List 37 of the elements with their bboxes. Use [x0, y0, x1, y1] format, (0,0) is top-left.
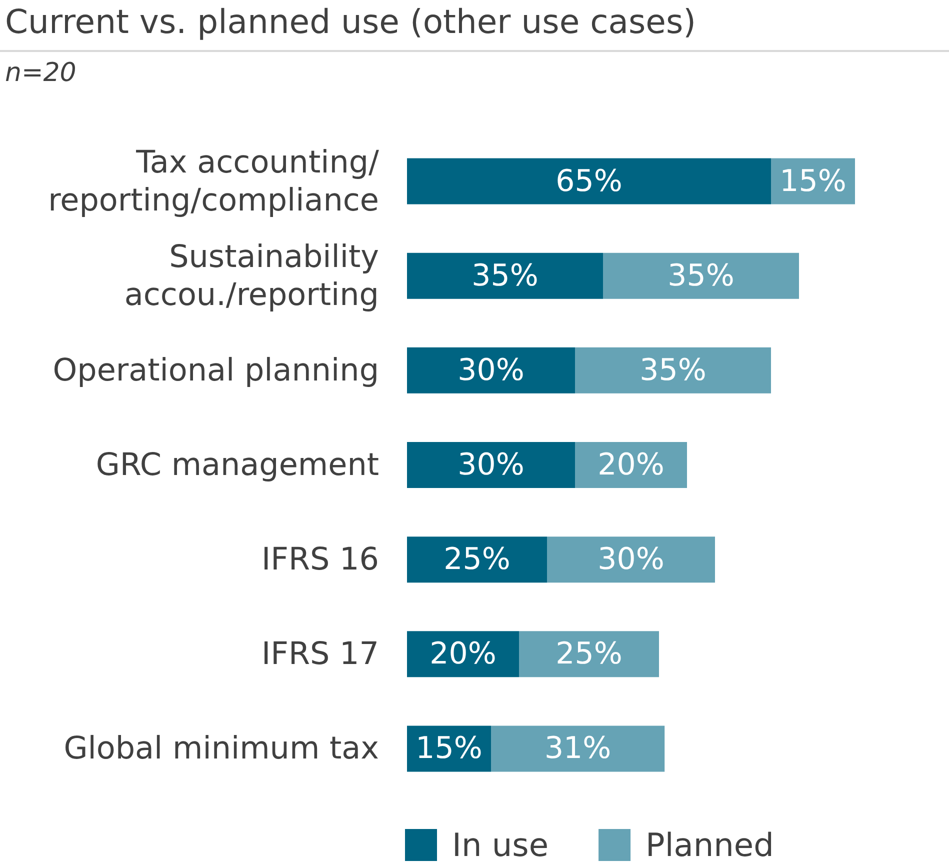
data-label: 35% — [472, 258, 538, 294]
text: n=20 — [5, 58, 76, 88]
data-label: 25% — [444, 542, 510, 578]
y-tick-label: Global minimum tax — [64, 730, 379, 767]
y-tick-label: Sustainability accou./reporting — [124, 238, 379, 313]
bar — [603, 252, 799, 299]
bar — [491, 726, 665, 772]
bar — [407, 442, 575, 488]
y-tick-label: IFRS 17 — [262, 636, 379, 672]
y-tick-label: Operational planning — [52, 352, 379, 388]
data-label: 25% — [556, 636, 622, 672]
data-label: 15% — [416, 731, 482, 766]
data-label: 35% — [668, 258, 734, 294]
chart-title: Current vs. planned use (other use cases) — [5, 2, 696, 41]
y-tick-label: IFRS 16 — [262, 542, 379, 578]
y-tick-label: GRC management — [96, 447, 379, 483]
bar — [407, 252, 603, 299]
y-tick-label: Tax accounting/ reporting/compliance — [48, 144, 380, 218]
bar — [407, 631, 519, 678]
data-label: 30% — [458, 352, 524, 388]
data-label: 30% — [598, 542, 664, 578]
data-label: 20% — [598, 448, 664, 482]
data-label: 30% — [458, 448, 524, 482]
bar — [519, 631, 659, 678]
legend-label: Planned — [646, 826, 774, 864]
data-label: 15% — [780, 164, 846, 199]
data-label: 35% — [640, 352, 706, 388]
data-label: 31% — [544, 731, 612, 766]
bar — [547, 536, 715, 583]
bar — [575, 347, 771, 394]
data-label: 65% — [556, 164, 622, 199]
data-label: 20% — [430, 636, 496, 672]
bar — [575, 442, 687, 488]
bar — [407, 158, 771, 204]
bar — [407, 536, 547, 583]
bar — [407, 347, 575, 394]
legend-label: In use — [452, 826, 549, 864]
